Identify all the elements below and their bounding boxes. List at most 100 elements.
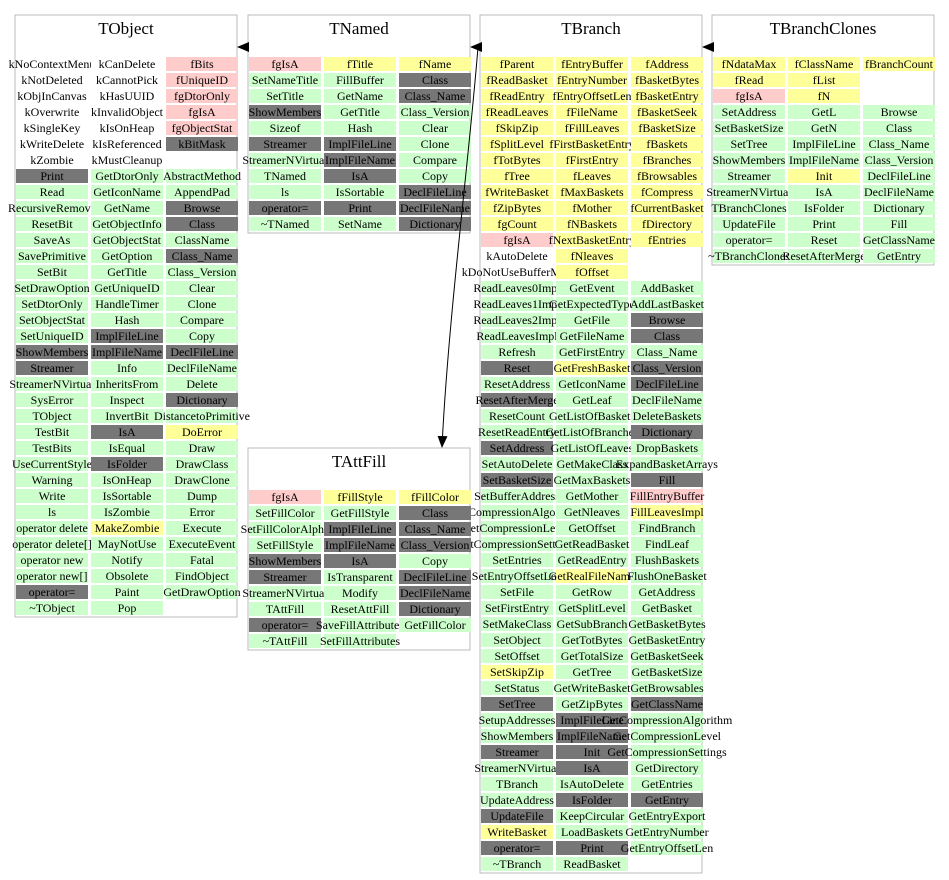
member-name: ImplFileLine xyxy=(328,137,391,151)
member-cell xyxy=(249,602,321,616)
member-cell xyxy=(556,201,628,215)
member-name: GetClassName xyxy=(863,233,935,247)
member-cell xyxy=(481,361,553,375)
member-name: ExpandBasketArrays xyxy=(616,457,718,471)
member-cell xyxy=(631,201,703,215)
member-name: fgObjectStat xyxy=(172,121,233,135)
member-name: operator new xyxy=(21,553,84,567)
member-name: kNotDeleted xyxy=(21,73,82,87)
member-cell xyxy=(324,217,396,231)
member-cell xyxy=(788,185,860,199)
member-name: Dump xyxy=(187,489,217,503)
member-name: kAutoDelete xyxy=(486,249,547,263)
member-cell xyxy=(556,569,628,583)
member-cell xyxy=(16,377,88,391)
member-name: Class_Name xyxy=(405,89,466,103)
member-name: SetSkipZip xyxy=(490,665,544,679)
member-name: GetBasketBytes xyxy=(628,617,706,631)
member-name: SetMakeClass xyxy=(483,617,552,631)
member-name: GetEntryNumber xyxy=(625,825,708,839)
member-cell xyxy=(399,538,471,552)
member-cell xyxy=(631,729,703,743)
member-name: IsA xyxy=(815,185,833,199)
member-cell xyxy=(481,521,553,535)
member-cell xyxy=(166,393,238,407)
member-cell xyxy=(324,169,396,183)
member-cell xyxy=(556,233,628,247)
member-cell xyxy=(481,777,553,791)
member-name: FillEntryBuffer xyxy=(630,489,704,503)
member-name: SetEntries xyxy=(492,553,542,567)
member-cell xyxy=(166,217,238,231)
member-name: kCanDelete xyxy=(99,57,156,71)
member-name: SetBufferAddress xyxy=(474,489,560,503)
member-cell xyxy=(166,441,238,455)
member-name: fFirstEntry xyxy=(566,153,619,167)
member-cell xyxy=(481,697,553,711)
member-name: ResetAfterMerge xyxy=(782,249,865,263)
member-cell xyxy=(481,393,553,407)
member-name: fUniqueID xyxy=(176,73,228,87)
member-name: Delete xyxy=(186,377,217,391)
member-cell xyxy=(481,105,553,119)
member-cell xyxy=(631,185,703,199)
member-name: Class xyxy=(189,217,215,231)
member-cell xyxy=(631,649,703,663)
member-cell xyxy=(556,249,628,263)
member-name: GetIconName xyxy=(558,377,625,391)
member-name: ResetAddress xyxy=(484,377,550,391)
member-name: fFirstBasketEntry xyxy=(549,137,634,151)
member-name: fParent xyxy=(500,57,535,71)
member-name: kWriteDelete xyxy=(20,137,84,151)
member-cell xyxy=(556,169,628,183)
member-cell xyxy=(556,137,628,151)
member-cell xyxy=(631,217,703,231)
member-name: SetAddress xyxy=(722,105,777,119)
member-cell xyxy=(556,585,628,599)
member-cell xyxy=(16,57,88,71)
member-cell xyxy=(399,201,471,215)
member-name: DeclFileLine xyxy=(403,185,466,199)
member-cell xyxy=(631,425,703,439)
member-cell xyxy=(713,217,785,231)
member-cell xyxy=(91,537,163,551)
member-cell xyxy=(91,409,163,423)
member-cell xyxy=(556,377,628,391)
member-name: fNextBasketEntry xyxy=(549,233,636,247)
member-cell xyxy=(166,505,238,519)
member-cell xyxy=(481,793,553,807)
member-name: GetOffset xyxy=(568,521,616,535)
member-cell xyxy=(249,153,321,167)
member-name: Modify xyxy=(342,586,378,600)
member-cell xyxy=(399,153,471,167)
member-name: FlushBaskets xyxy=(635,553,699,567)
member-cell xyxy=(481,297,553,311)
member-name: Info xyxy=(117,361,137,375)
member-cell xyxy=(631,473,703,487)
member-cell xyxy=(324,89,396,103)
member-cell xyxy=(788,137,860,151)
member-cell xyxy=(249,586,321,600)
member-name: AppendPad xyxy=(174,185,230,199)
member-name: ImplFileName xyxy=(325,153,395,167)
member-cell xyxy=(166,585,238,599)
class-node: TNamed fgIsA SetNameTitle SetTitle ShowMembe… xyxy=(242,14,471,234)
member-name: SavePrimitive xyxy=(18,249,86,263)
member-name: Fill xyxy=(891,217,908,231)
member-name: Obsolete xyxy=(106,569,149,583)
member-name: Class_Version xyxy=(168,265,237,279)
member-cell xyxy=(713,249,785,263)
member-name: TObject xyxy=(32,409,72,423)
member-cell xyxy=(631,57,703,71)
member-name: operator= xyxy=(726,233,773,247)
member-cell xyxy=(556,441,628,455)
member-cell xyxy=(324,185,396,199)
member-cell xyxy=(324,201,396,215)
member-cell xyxy=(166,489,238,503)
member-cell xyxy=(713,73,785,87)
member-name: Clear xyxy=(189,281,215,295)
member-cell xyxy=(91,457,163,471)
member-cell xyxy=(16,313,88,327)
member-cell xyxy=(399,137,471,151)
